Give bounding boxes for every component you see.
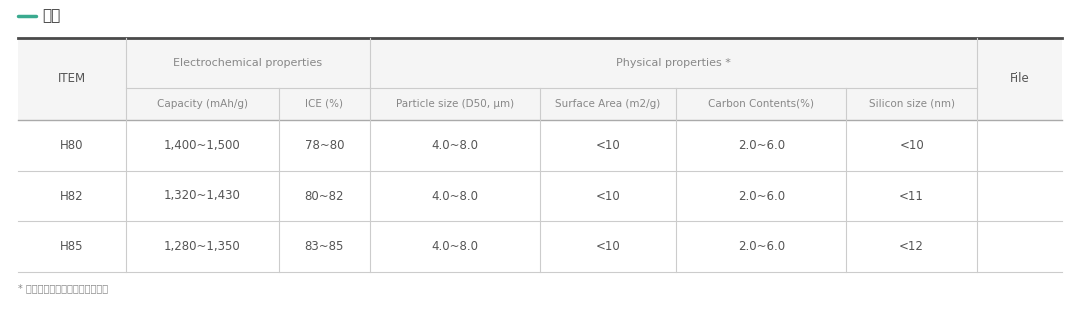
Text: 80~82: 80~82: [305, 189, 345, 203]
Text: Silicon size (nm): Silicon size (nm): [868, 99, 955, 109]
Text: Physical properties *: Physical properties *: [616, 58, 731, 68]
Text: 83~85: 83~85: [305, 240, 345, 253]
Text: <12: <12: [900, 240, 924, 253]
Text: H82: H82: [60, 189, 84, 203]
Text: 2.0~6.0: 2.0~6.0: [738, 240, 785, 253]
Text: ITEM: ITEM: [58, 73, 86, 85]
Text: 2.0~6.0: 2.0~6.0: [738, 139, 785, 152]
Text: <10: <10: [596, 189, 621, 203]
Text: File: File: [1010, 73, 1029, 85]
Text: 1,400~1,500: 1,400~1,500: [164, 139, 241, 152]
Text: 4.0~8.0: 4.0~8.0: [431, 189, 478, 203]
Text: Surface Area (m2/g): Surface Area (m2/g): [555, 99, 661, 109]
Text: 4.0~8.0: 4.0~8.0: [431, 139, 478, 152]
Bar: [18, 120, 1062, 272]
Text: Particle size (D50, μm): Particle size (D50, μm): [396, 99, 514, 109]
Text: Electrochemical properties: Electrochemical properties: [173, 58, 322, 68]
Bar: [18, 38, 1062, 120]
Text: <10: <10: [596, 139, 621, 152]
Text: 1,320~1,430: 1,320~1,430: [164, 189, 241, 203]
Text: H80: H80: [60, 139, 83, 152]
Text: <11: <11: [900, 189, 924, 203]
Text: * 可根据客户要求量身定制式供应: * 可根据客户要求量身定制式供应: [18, 283, 108, 293]
Text: ICE (%): ICE (%): [306, 99, 343, 109]
Text: Carbon Contents(%): Carbon Contents(%): [708, 99, 814, 109]
Text: 1,280~1,350: 1,280~1,350: [164, 240, 241, 253]
Text: 78~80: 78~80: [305, 139, 345, 152]
Text: 4.0~8.0: 4.0~8.0: [431, 240, 478, 253]
Text: <10: <10: [596, 240, 621, 253]
Text: 2.0~6.0: 2.0~6.0: [738, 189, 785, 203]
Text: Capacity (mAh/g): Capacity (mAh/g): [157, 99, 248, 109]
Text: H85: H85: [60, 240, 83, 253]
Text: 规格: 规格: [42, 9, 60, 23]
Text: <10: <10: [900, 139, 924, 152]
